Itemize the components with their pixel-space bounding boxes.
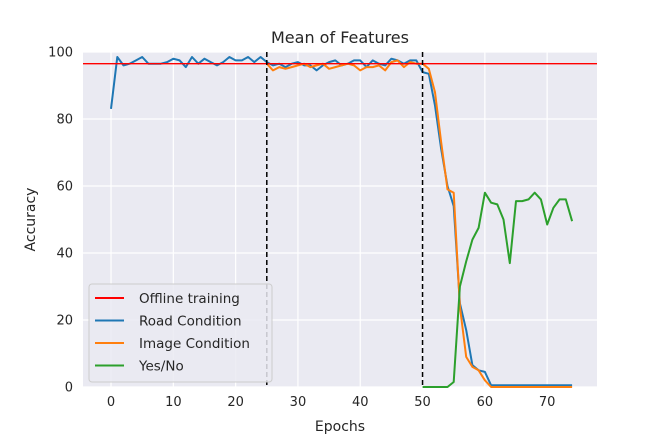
x-tick-label: 10 [165, 395, 182, 410]
legend: Offline training Road Condition Image Cond… [88, 283, 273, 383]
y-tick-label: 100 [48, 46, 73, 61]
x-tick-label: 70 [539, 395, 556, 410]
reference-lines [83, 52, 597, 387]
x-tick-label: 50 [414, 395, 431, 410]
x-tick-label: 30 [290, 395, 307, 410]
legend-label: Yes/No [138, 359, 184, 375]
x-axis-label: Epochs [315, 419, 365, 435]
y-tick-label: 40 [56, 247, 73, 262]
y-tick-label: 80 [56, 113, 73, 128]
chart-title: Mean of Features [271, 28, 409, 47]
x-tick-label: 60 [477, 395, 494, 410]
x-tick-label: 0 [107, 395, 115, 410]
legend-box [88, 283, 273, 383]
series-line-3 [422, 191, 574, 388]
legend-label: Road Condition [139, 314, 242, 330]
x-tick-label: 20 [227, 395, 244, 410]
legend-label: Offline training [139, 291, 240, 307]
y-tick-label: 0 [65, 381, 73, 396]
y-tick-label: 60 [56, 180, 73, 195]
y-axis-label: Accuracy [23, 188, 39, 252]
legend-label: Image Condition [139, 336, 250, 352]
x-tick-label: 40 [352, 395, 369, 410]
axis-ticks: 0 10 20 30 40 50 60 70 0 20 40 60 80 100 [48, 46, 555, 411]
y-tick-label: 20 [56, 314, 73, 329]
